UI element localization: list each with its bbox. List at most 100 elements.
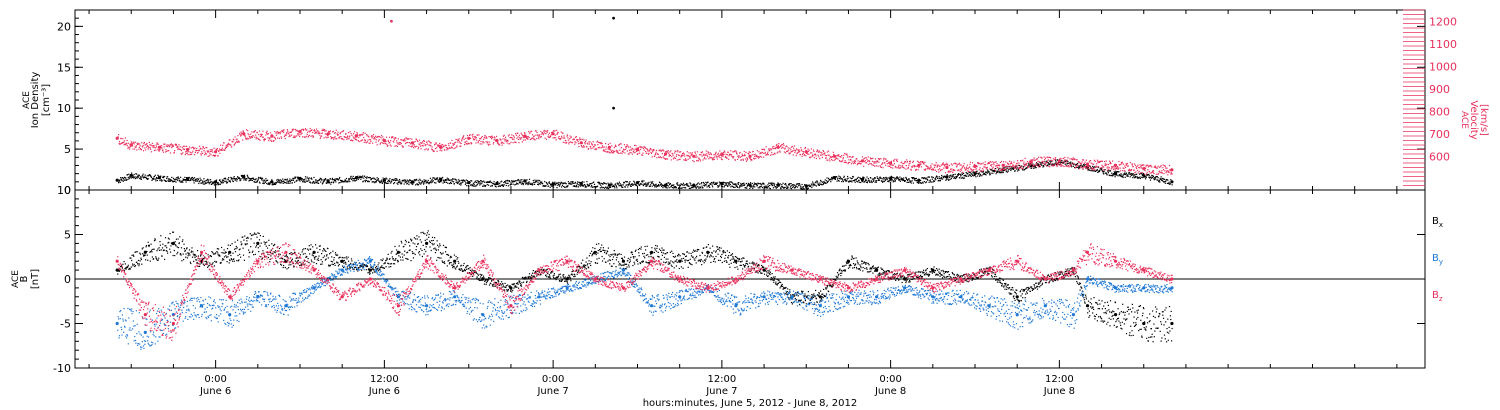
texture-dot	[121, 179, 123, 182]
texture-dot	[863, 158, 865, 160]
texture-dot	[673, 186, 675, 188]
texture-dot	[1029, 166, 1031, 168]
texture-dot	[767, 184, 769, 186]
texture-dot	[619, 149, 621, 151]
texture-dot	[393, 139, 396, 141]
texture-dot	[734, 184, 736, 186]
texture-dot	[767, 185, 769, 187]
data-point	[382, 178, 386, 182]
texture-dot	[153, 177, 155, 179]
texture-dot	[1040, 163, 1042, 165]
texture-dot	[755, 157, 757, 159]
texture-dot	[775, 186, 777, 188]
texture-dot	[418, 182, 420, 184]
texture-dot	[647, 150, 649, 152]
texture-dot	[356, 132, 358, 134]
data-point	[664, 183, 668, 187]
texture-dot	[699, 183, 701, 185]
texture-dot	[900, 179, 902, 181]
texture-dot	[462, 136, 464, 139]
texture-dot	[642, 147, 644, 150]
texture-dot	[204, 151, 206, 153]
texture-dot	[1034, 159, 1036, 161]
texture-dot	[417, 184, 419, 186]
texture-dot	[938, 179, 940, 181]
texture-dot	[971, 169, 973, 171]
texture-dot	[1126, 174, 1128, 176]
texture-dot	[291, 134, 293, 136]
texture-dot	[701, 185, 703, 187]
texture-dot	[456, 179, 458, 181]
texture-dot	[546, 131, 548, 133]
texture-dot	[811, 155, 813, 157]
texture-dot	[240, 134, 242, 136]
texture-dot	[815, 153, 817, 155]
texture-dot	[480, 180, 482, 182]
texture-dot	[1049, 163, 1051, 165]
texture-dot	[962, 177, 964, 180]
texture-dot	[612, 150, 615, 152]
texture-dot	[473, 139, 475, 141]
texture-dot	[557, 132, 559, 134]
texture-dot	[515, 183, 517, 186]
texture-dot	[156, 177, 158, 179]
texture-dot	[871, 164, 873, 166]
texture-dot	[693, 161, 695, 163]
texture-dot	[315, 128, 318, 130]
texture-dot	[1168, 181, 1170, 183]
texture-dot	[520, 138, 522, 140]
texture-dot	[851, 161, 853, 163]
texture-dot	[437, 180, 439, 182]
texture-dot	[1010, 161, 1012, 163]
texture-dot	[318, 182, 320, 184]
texture-dot	[346, 138, 348, 140]
texture-dot	[515, 134, 518, 136]
texture-dot	[713, 158, 715, 161]
texture-dot	[928, 176, 930, 178]
texture-dot	[376, 144, 378, 146]
texture-dot	[371, 135, 373, 137]
texture-dot	[967, 170, 969, 172]
texture-dot	[773, 185, 775, 187]
texture-dot	[257, 178, 259, 180]
texture-dot	[852, 180, 854, 182]
texture-dot	[507, 179, 509, 181]
texture-dot	[950, 174, 952, 176]
texture-dot	[446, 149, 448, 151]
texture-dot	[1022, 169, 1024, 171]
texture-dot	[896, 176, 898, 178]
texture-dot	[366, 135, 368, 137]
texture-dot	[467, 142, 469, 144]
texture-dot	[1064, 162, 1066, 164]
texture-dot	[1120, 173, 1122, 175]
texture-dot	[609, 152, 611, 154]
texture-dot	[658, 185, 660, 187]
texture-dot	[1042, 166, 1044, 168]
texture-dot	[456, 181, 458, 183]
texture-dot	[873, 161, 875, 163]
texture-dot	[626, 181, 628, 183]
texture-dot	[755, 155, 758, 158]
texture-dot	[226, 144, 229, 146]
texture-dot	[558, 136, 560, 138]
texture-dot	[1079, 162, 1081, 164]
texture-dot	[1144, 170, 1146, 172]
texture-dot	[429, 142, 431, 144]
texture-dot	[547, 183, 549, 185]
texture-dot	[226, 182, 228, 184]
texture-dot	[935, 164, 937, 166]
texture-dot	[424, 149, 426, 151]
texture-dot	[680, 151, 682, 153]
texture-dot	[323, 137, 325, 139]
texture-dot	[658, 149, 661, 151]
texture-dot	[902, 163, 904, 165]
texture-dot	[688, 185, 690, 187]
texture-dot	[759, 155, 761, 158]
texture-dot	[952, 174, 954, 176]
texture-dot	[609, 149, 612, 151]
texture-dot	[587, 148, 589, 150]
texture-dot	[1122, 176, 1124, 179]
texture-dot	[760, 185, 762, 187]
texture-dot	[791, 184, 793, 186]
texture-dot	[850, 158, 852, 161]
